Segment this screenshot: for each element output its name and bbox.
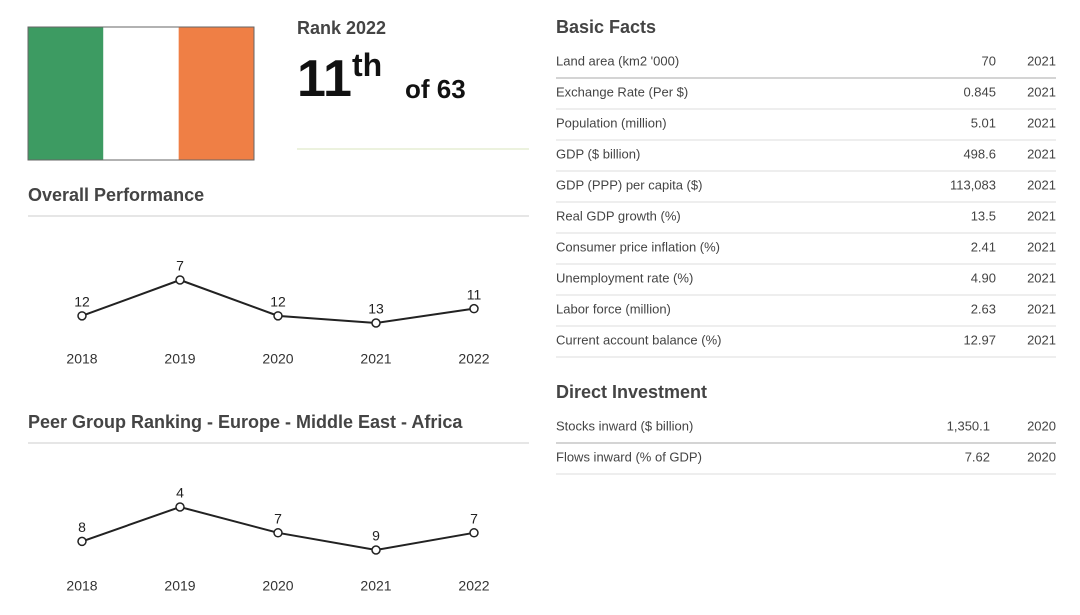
data-label: 12	[270, 294, 286, 310]
x-tick-label: 2020	[262, 351, 293, 367]
data-label: 7	[470, 511, 478, 527]
x-tick-label: 2022	[458, 578, 489, 594]
row-year: 2021	[1027, 332, 1056, 347]
row-value: 1,350.1	[947, 418, 990, 433]
row-year: 2020	[1027, 418, 1056, 433]
point	[469, 528, 479, 538]
row-label: Land area (km2 '000)	[556, 53, 679, 68]
rank-value: 11th	[297, 47, 382, 107]
flag-frame	[27, 26, 255, 161]
x-tick-label: 2019	[164, 351, 195, 367]
row-label: GDP (PPP) per capita ($)	[556, 177, 702, 192]
data-label: 11	[467, 286, 482, 302]
x-tick-label: 2021	[360, 578, 391, 594]
row-year: 2021	[1027, 115, 1056, 130]
data-label: 12	[74, 294, 90, 310]
rank-suffix: th	[352, 47, 382, 83]
row-label: Consumer price inflation (%)	[556, 239, 720, 254]
chart-title: Overall Performance	[28, 185, 204, 205]
row-label: Exchange Rate (Per $)	[556, 84, 688, 99]
row-label: Population (million)	[556, 115, 667, 130]
row-value: 2.63	[971, 301, 996, 316]
row-label: Flows inward (% of GDP)	[556, 449, 702, 464]
row-value: 498.6	[963, 146, 996, 161]
row-year: 2021	[1027, 177, 1056, 192]
x-tick-label: 2020	[262, 578, 293, 594]
row-year: 2021	[1027, 146, 1056, 161]
row-value: 2.41	[971, 239, 996, 254]
flag-stripe	[103, 27, 179, 160]
row-value: 13.5	[971, 208, 996, 223]
x-tick-label: 2018	[66, 351, 97, 367]
x-tick-label: 2019	[164, 578, 195, 594]
data-label: 13	[368, 301, 384, 317]
x-tick-label: 2018	[66, 578, 97, 594]
row-value: 7.62	[965, 449, 990, 464]
point	[273, 528, 283, 538]
row-year: 2021	[1027, 301, 1056, 316]
table-title: Direct Investment	[556, 382, 707, 402]
x-tick-label: 2021	[360, 351, 391, 367]
table-title: Basic Facts	[556, 17, 656, 37]
point	[175, 502, 185, 512]
row-value: 5.01	[971, 115, 996, 130]
row-year: 2021	[1027, 84, 1056, 99]
point	[273, 311, 283, 321]
row-label: Unemployment rate (%)	[556, 270, 693, 285]
data-label: 7	[274, 511, 282, 527]
point	[469, 303, 479, 314]
flag-stripe	[28, 27, 104, 160]
rank-title: Rank 2022	[297, 18, 386, 38]
row-value: 4.90	[971, 270, 996, 285]
rank-of: of 63	[405, 74, 466, 104]
row-value: 0.845	[963, 84, 996, 99]
flag-stripe	[178, 27, 254, 160]
row-value: 12.97	[963, 332, 996, 347]
data-label: 9	[372, 528, 380, 544]
data-label: 7	[176, 258, 184, 274]
row-year: 2021	[1027, 239, 1056, 254]
data-label: 4	[176, 485, 184, 501]
point	[175, 275, 185, 285]
row-year: 2021	[1027, 53, 1056, 68]
row-value: 70	[982, 53, 996, 68]
chart-title: Peer Group Ranking - Europe - Middle Eas…	[28, 412, 463, 432]
rank-number: 11	[297, 50, 352, 108]
row-label: Stocks inward ($ billion)	[556, 418, 693, 433]
point	[371, 318, 381, 328]
row-year: 2020	[1027, 449, 1056, 464]
x-tick-label: 2022	[458, 351, 489, 367]
row-label: Labor force (million)	[556, 301, 671, 316]
row-label: Current account balance (%)	[556, 332, 721, 347]
row-year: 2021	[1027, 270, 1056, 285]
row-value: 113,083	[950, 177, 996, 192]
point	[371, 545, 381, 555]
point	[77, 536, 87, 547]
row-label: Real GDP growth (%)	[556, 208, 681, 223]
row-year: 2021	[1027, 208, 1056, 223]
row-label: GDP ($ billion)	[556, 146, 640, 161]
data-label: 8	[78, 519, 86, 535]
point	[77, 311, 87, 321]
